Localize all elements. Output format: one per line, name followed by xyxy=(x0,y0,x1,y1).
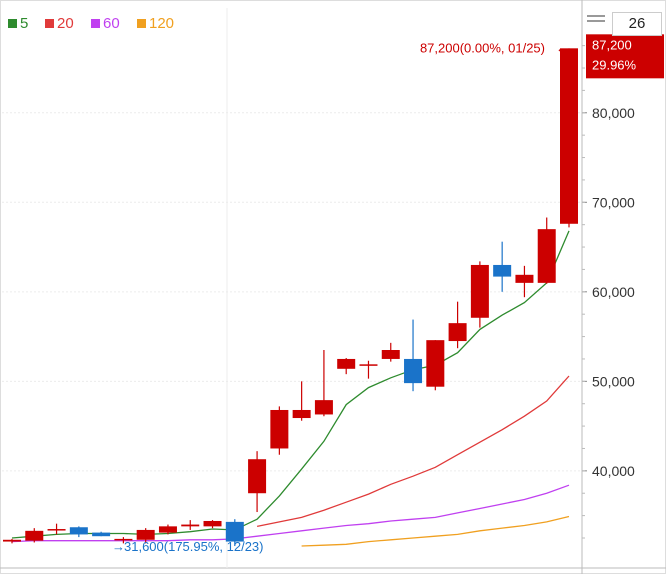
candle[interactable] xyxy=(470,261,489,328)
zoom-level-box[interactable]: 26 xyxy=(612,12,662,36)
candle[interactable] xyxy=(292,381,311,421)
candle-body xyxy=(359,364,378,366)
candle[interactable] xyxy=(448,301,467,349)
candle-body xyxy=(470,264,489,318)
candle-body xyxy=(426,340,445,387)
legend-item-120[interactable]: 120 xyxy=(137,15,174,32)
high-price-annotation: 87,200(0.00%, 01/25) xyxy=(420,40,545,55)
candle-body xyxy=(114,538,133,541)
candle[interactable] xyxy=(158,524,177,535)
candle-body xyxy=(560,48,578,224)
candle-body xyxy=(381,350,400,359)
candle-body xyxy=(292,409,311,419)
legend: 5 20 60 120 xyxy=(8,15,174,32)
candle-body xyxy=(448,323,467,342)
candle[interactable] xyxy=(314,350,333,417)
candle-body xyxy=(47,529,66,531)
legend-item-60[interactable]: 60 xyxy=(91,15,120,32)
candle-body xyxy=(136,529,155,540)
ma-line-60 xyxy=(11,484,570,543)
candle-body xyxy=(92,532,111,537)
candle[interactable] xyxy=(136,528,155,544)
candle-body xyxy=(537,229,556,283)
candle[interactable] xyxy=(493,241,512,292)
candle-body xyxy=(158,526,177,533)
current-price-tag xyxy=(586,34,664,79)
candle[interactable] xyxy=(381,342,400,362)
candle-body xyxy=(69,527,88,535)
candle-body xyxy=(248,459,267,494)
candle[interactable] xyxy=(181,520,200,530)
y-tick-label: 40,000 xyxy=(592,463,635,479)
candle-body xyxy=(404,358,423,384)
legend-swatch xyxy=(91,19,100,28)
legend-swatch xyxy=(137,19,146,28)
legend-label: 120 xyxy=(149,15,174,32)
low-price-annotation: 31,600(175.95%, 12/23) xyxy=(124,539,264,554)
candlesticks xyxy=(3,48,578,547)
candle-body xyxy=(314,400,333,415)
candle-body xyxy=(270,409,289,449)
candle-body xyxy=(515,274,534,283)
candle[interactable] xyxy=(92,531,111,537)
candle[interactable] xyxy=(560,48,578,228)
candle[interactable] xyxy=(47,523,66,535)
candle[interactable] xyxy=(25,528,44,543)
annotations: 87,200(0.00%, 01/25) ← → 31,600(175.95%, 12… xyxy=(112,15,664,554)
candle[interactable] xyxy=(337,358,356,375)
legend-item-5[interactable]: 5 xyxy=(8,15,28,32)
candle[interactable] xyxy=(537,217,556,284)
candle-body xyxy=(337,358,356,369)
y-axis: 40,000 50,000 60,000 70,000 80,000 xyxy=(582,45,635,539)
legend-swatch xyxy=(8,19,17,28)
legend-label: 20 xyxy=(57,15,74,32)
candle-body xyxy=(203,520,222,527)
moving-average-lines xyxy=(11,230,570,547)
legend-label: 5 xyxy=(20,15,28,32)
current-price-label: 87,200 xyxy=(592,37,632,52)
candle-body xyxy=(3,539,21,542)
candle[interactable] xyxy=(426,340,445,391)
candle[interactable] xyxy=(248,451,267,513)
candle[interactable] xyxy=(225,519,244,547)
candle[interactable] xyxy=(359,360,378,379)
price-change-label: 29.96% xyxy=(592,57,637,72)
y-tick-label: 70,000 xyxy=(592,194,635,210)
candle[interactable] xyxy=(270,406,289,455)
high-arrow-icon: ← xyxy=(556,40,569,55)
ma-line-20 xyxy=(256,375,570,528)
candle[interactable] xyxy=(203,520,222,529)
legend-item-20[interactable]: 20 xyxy=(45,15,74,32)
y-tick-label: 50,000 xyxy=(592,373,635,389)
candle-body xyxy=(225,521,244,542)
candle[interactable] xyxy=(3,538,21,544)
legend-swatch xyxy=(45,19,54,28)
low-arrow-icon: → xyxy=(112,539,125,554)
y-tick-label: 60,000 xyxy=(592,284,635,300)
candle-body xyxy=(493,264,512,277)
y-tick-label: 80,000 xyxy=(592,105,635,121)
candle[interactable] xyxy=(114,537,133,544)
candle[interactable] xyxy=(515,265,534,298)
ma-line-120 xyxy=(301,515,570,547)
legend-label: 60 xyxy=(103,15,120,32)
candle[interactable] xyxy=(404,319,423,392)
candle-body xyxy=(25,530,44,541)
candle-body xyxy=(181,524,200,527)
candle[interactable] xyxy=(69,526,88,538)
